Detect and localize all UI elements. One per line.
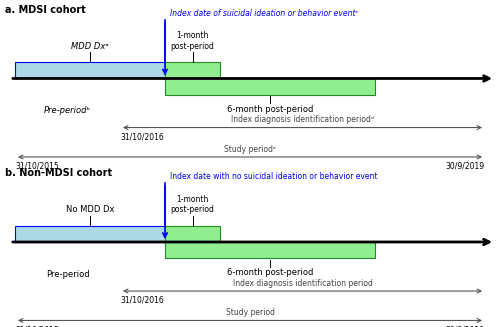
Text: 1-month
post-period: 1-month post-period bbox=[170, 195, 214, 214]
Text: Pre-periodᵇ: Pre-periodᵇ bbox=[44, 106, 91, 115]
Text: 30/9/2019: 30/9/2019 bbox=[446, 162, 485, 171]
Text: Index diagnosis identification periodᵈ: Index diagnosis identification periodᵈ bbox=[231, 115, 374, 124]
Text: Study period: Study period bbox=[226, 308, 274, 317]
Bar bbox=[15, 226, 165, 242]
Text: Index date with no suicidal ideation or behavior event: Index date with no suicidal ideation or … bbox=[170, 172, 378, 181]
Text: No MDD Dx: No MDD Dx bbox=[66, 205, 114, 214]
Text: Index diagnosis identification period: Index diagnosis identification period bbox=[232, 279, 372, 288]
Text: a. MDSI cohort: a. MDSI cohort bbox=[5, 5, 86, 15]
Bar bbox=[165, 62, 220, 78]
Text: Study periodᵉ: Study periodᵉ bbox=[224, 145, 276, 154]
Bar bbox=[165, 78, 375, 95]
Text: 6-month post-period: 6-month post-period bbox=[227, 105, 313, 114]
Text: 30/9/2019: 30/9/2019 bbox=[446, 325, 485, 327]
Text: b. Non-MDSI cohort: b. Non-MDSI cohort bbox=[5, 168, 112, 179]
Text: 31/10/2015: 31/10/2015 bbox=[15, 162, 59, 171]
Bar bbox=[165, 226, 220, 242]
Text: 6-month post-period: 6-month post-period bbox=[227, 268, 313, 277]
Text: 1-month
post-period: 1-month post-period bbox=[170, 31, 214, 51]
Text: 31/10/2016: 31/10/2016 bbox=[120, 132, 164, 142]
Text: 31/10/2016: 31/10/2016 bbox=[120, 296, 164, 305]
Text: Pre-period: Pre-period bbox=[46, 270, 90, 279]
Text: 31/10/2015: 31/10/2015 bbox=[15, 325, 59, 327]
Text: MDD Dxᵃ: MDD Dxᵃ bbox=[71, 42, 109, 51]
Bar bbox=[165, 242, 375, 258]
Bar bbox=[15, 62, 165, 78]
Text: Index date of suicidal ideation or behavior eventᶜ: Index date of suicidal ideation or behav… bbox=[170, 9, 358, 18]
